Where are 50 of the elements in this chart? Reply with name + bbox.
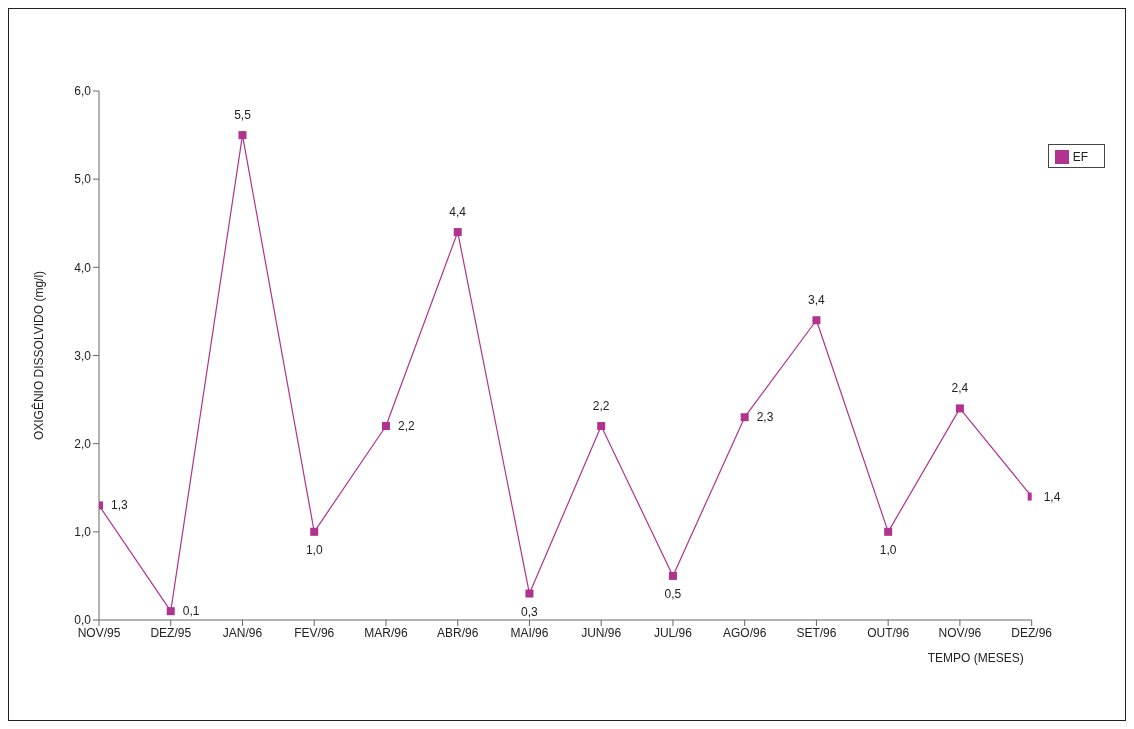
x-axis-title: TEMPO (MESES): [927, 651, 1024, 665]
data-label: 1,3: [111, 498, 129, 513]
point: [597, 422, 606, 431]
point: [381, 422, 390, 431]
point: [668, 571, 677, 580]
x-tick-label: SET/96: [796, 625, 837, 640]
data-label: 2,2: [397, 419, 415, 434]
y-tick-label: 4,0: [74, 260, 92, 275]
x-tick-label: MAI/96: [510, 625, 549, 640]
point: [525, 589, 534, 598]
point: [310, 527, 319, 536]
x-tick-label: JUL/96: [653, 625, 693, 640]
x-tick-label: DEZ/96: [1011, 625, 1053, 640]
y-tick-label: 3,0: [74, 348, 92, 363]
y-tick-label: 2,0: [74, 436, 92, 451]
point: [812, 316, 821, 325]
data-label: 0,1: [182, 604, 200, 619]
x-tick-label: NOV/96: [938, 625, 982, 640]
point: [238, 131, 247, 140]
y-tick-label: 5,0: [74, 172, 92, 187]
data-label: 1,0: [305, 542, 323, 557]
y-tick-label: 6,0: [74, 84, 92, 99]
data-label: 2,2: [592, 399, 610, 414]
data-label: 0,3: [521, 604, 539, 619]
x-tick-label: AGO/96: [723, 625, 767, 640]
point: [955, 404, 964, 413]
data-label: 1,0: [879, 542, 897, 557]
y-tick-label: 0,0: [74, 613, 92, 628]
point: [453, 228, 462, 237]
x-tick-label: OUT/96: [867, 625, 910, 640]
x-tick-label: DEZ/95: [150, 625, 192, 640]
x-tick-label: ABR/96: [437, 625, 479, 640]
x-tick-label: FEV/96: [294, 625, 335, 640]
legend-label: EF: [1072, 150, 1088, 164]
data-label: 2,3: [756, 410, 774, 425]
x-tick-label: MAR/96: [364, 625, 408, 640]
data-label: 0,5: [664, 586, 682, 601]
point: [740, 413, 749, 422]
data-label: 2,4: [951, 381, 969, 396]
data-label: 3,4: [808, 293, 826, 308]
data-label: 1,4: [1043, 489, 1061, 504]
x-tick-label: JAN/96: [222, 625, 263, 640]
data-label: 5,5: [234, 108, 252, 123]
x-tick-label: NOV/95: [77, 625, 121, 640]
y-tick-label: 1,0: [74, 525, 92, 540]
y-axis-title: OXIGÊNIO DISSOLVIDO (mg/l): [31, 270, 47, 441]
point: [884, 527, 893, 536]
x-tick-label: JUN/96: [581, 625, 622, 640]
point: [166, 607, 175, 616]
data-label: 4,4: [449, 205, 467, 220]
